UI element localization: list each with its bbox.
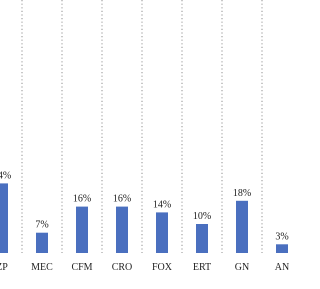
value-label: 16% [113, 194, 131, 205]
value-label: 7% [35, 220, 48, 231]
chart: 24% ZP 7% MEC 16% CFM 16% CRO 14% FOX 10% ERT 18% GN 3… [0, 0, 289, 273]
value-label: 14% [153, 199, 171, 210]
value-label: 3% [275, 231, 288, 242]
x-tick-label: CFM [71, 262, 92, 273]
bar [116, 206, 128, 253]
x-tick-label: ERT [193, 262, 211, 273]
x-tick-label: GN [235, 262, 249, 273]
bar [36, 232, 48, 253]
value-label: 24% [0, 170, 11, 181]
bar [196, 224, 208, 253]
separators [21, 0, 263, 253]
bar [0, 183, 8, 253]
bar [76, 206, 88, 253]
value-label: 18% [233, 188, 251, 199]
bar [156, 212, 168, 253]
x-tick-label: FOX [152, 262, 173, 273]
x-tick-label: AN [275, 262, 289, 273]
bar [236, 200, 248, 253]
x-tick-label: CRO [112, 262, 133, 273]
x-tick-label: MEC [31, 262, 53, 273]
x-tick-label: ZP [0, 262, 8, 273]
bar [276, 244, 288, 253]
value-label: 10% [193, 211, 211, 222]
value-label: 16% [73, 194, 91, 205]
